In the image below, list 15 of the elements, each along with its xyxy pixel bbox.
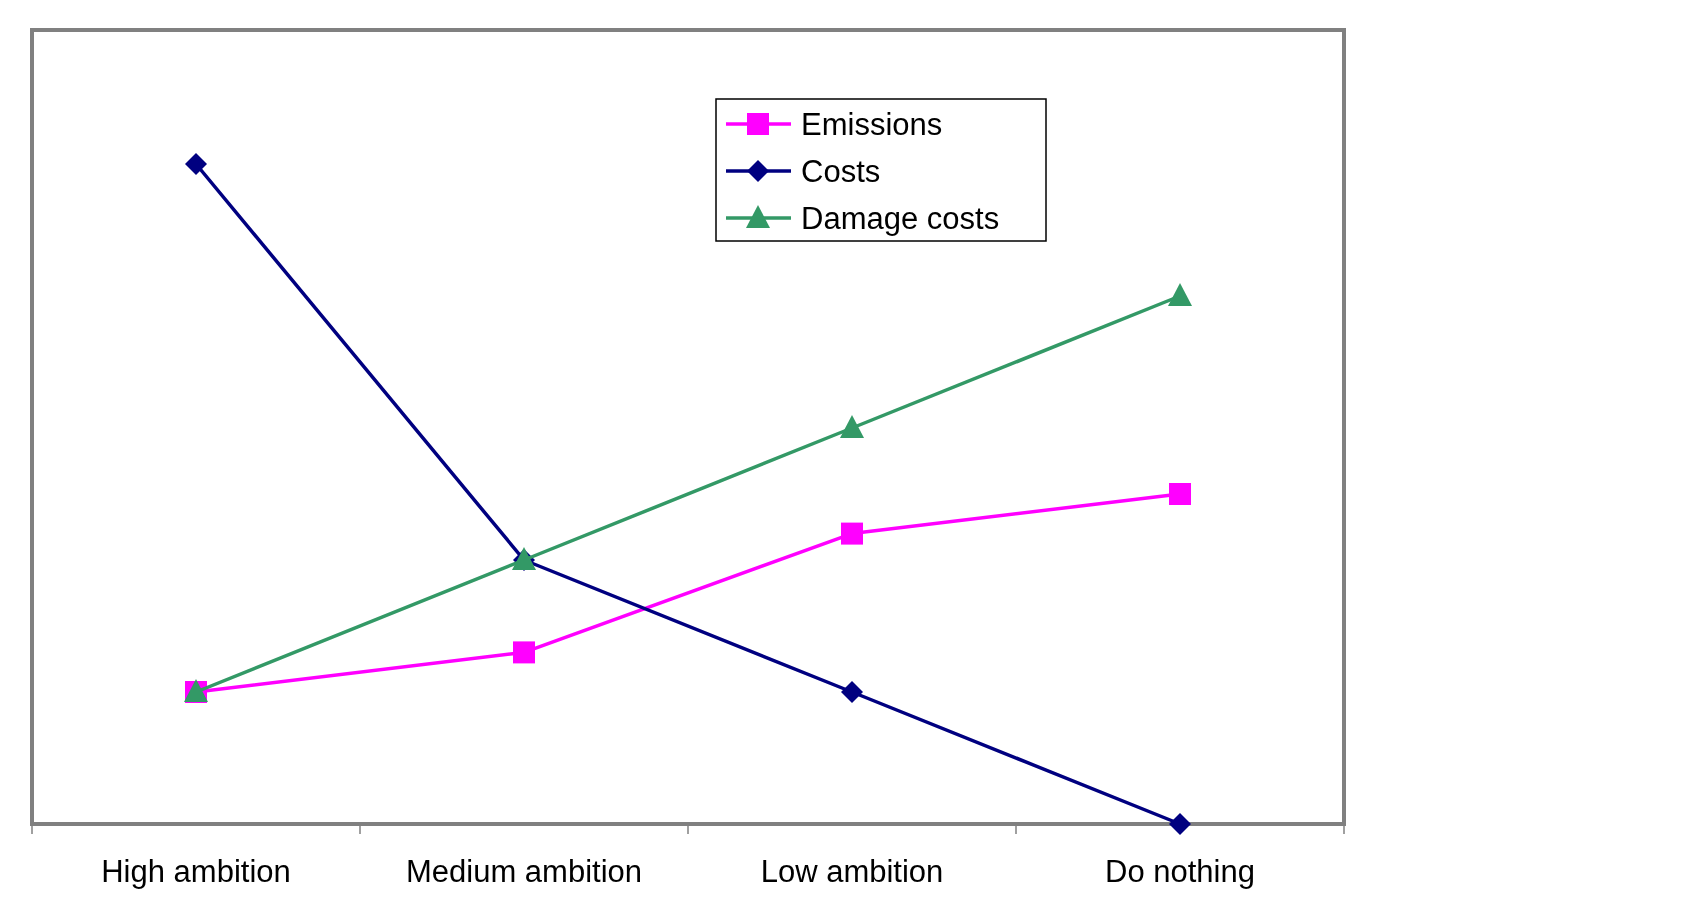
point (1169, 483, 1191, 505)
x-tick-label: Low ambition (760, 854, 944, 889)
point (185, 153, 207, 175)
x-tick-label: Do nothing (1105, 854, 1255, 889)
point (841, 522, 863, 545)
point (841, 681, 863, 703)
point (840, 415, 864, 438)
legend-label: Emissions (801, 107, 943, 142)
point (1168, 283, 1192, 306)
legend-label: Damage costs (801, 201, 1000, 236)
x-tick-label: Medium ambition (405, 854, 643, 889)
x-tick-label: High ambition (101, 854, 291, 889)
legend-label: Costs (801, 154, 881, 189)
point (1169, 813, 1191, 835)
point (513, 641, 535, 664)
